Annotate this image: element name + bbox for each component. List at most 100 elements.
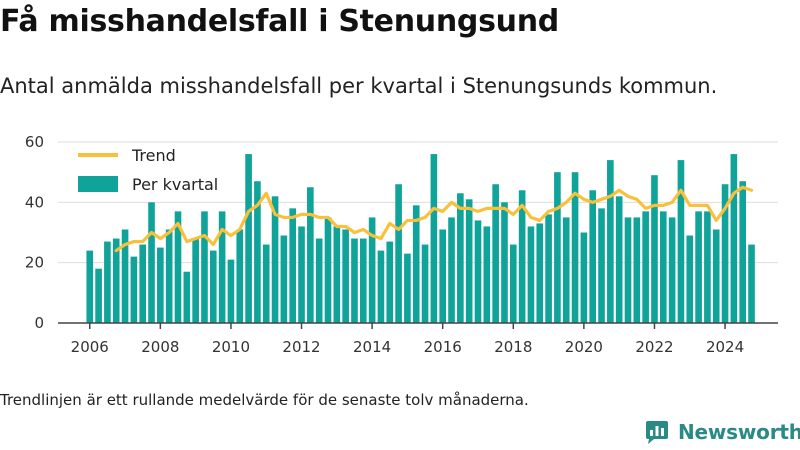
bar	[209, 250, 217, 323]
bar	[86, 250, 94, 323]
brand-logo[interactable]: Newsworthy	[644, 419, 800, 445]
bar	[315, 238, 323, 323]
bar	[659, 211, 667, 323]
bar	[501, 202, 508, 323]
bar	[721, 184, 729, 323]
bar	[642, 211, 649, 323]
x-tick-label: 2012	[282, 338, 320, 356]
bar	[562, 217, 570, 323]
x-tick-label: 2016	[424, 338, 462, 356]
bar	[324, 217, 332, 323]
brand-name: Newsworthy	[678, 420, 800, 444]
x-tick-label: 2024	[706, 338, 744, 356]
bar	[342, 229, 349, 323]
x-tick-label: 2022	[635, 338, 673, 356]
bar	[289, 208, 297, 323]
bar	[554, 172, 561, 323]
x-tick-label: 2014	[353, 338, 391, 356]
bar	[545, 214, 552, 323]
y-tick-label: 60	[25, 133, 44, 151]
bar	[589, 190, 597, 323]
bar	[192, 238, 199, 323]
bar	[307, 187, 314, 323]
bar	[483, 226, 491, 323]
x-tick-label: 2008	[141, 338, 179, 356]
bar	[130, 256, 138, 323]
bar	[104, 241, 111, 323]
page-title: Få misshandelsfall i Stenungsund	[0, 4, 559, 39]
trend-line	[114, 185, 754, 253]
bar-chart-logo-icon	[646, 421, 668, 444]
bar	[615, 196, 623, 323]
bar	[218, 211, 226, 323]
bar	[112, 238, 120, 323]
bar	[280, 235, 288, 323]
trend-series	[114, 185, 754, 253]
bar	[748, 244, 755, 323]
bar	[148, 202, 155, 323]
bar	[377, 250, 385, 323]
page-subtitle: Antal anmälda misshandelsfall per kvarta…	[0, 74, 718, 98]
bar	[395, 184, 402, 323]
bar	[457, 193, 464, 323]
bar	[421, 244, 429, 323]
bar	[465, 199, 473, 323]
y-tick-label: 0	[34, 314, 44, 332]
bar	[271, 196, 279, 323]
bar	[651, 175, 658, 323]
bar	[121, 229, 129, 323]
bar	[571, 172, 579, 323]
bar	[430, 154, 438, 323]
bar	[527, 226, 535, 323]
x-tick-label: 2010	[212, 338, 250, 356]
bar	[368, 217, 376, 323]
bar	[201, 211, 208, 323]
bar	[633, 217, 641, 323]
footnote: Trendlinjen är ett rullande medelvärde f…	[0, 391, 529, 409]
bar	[439, 229, 447, 323]
bar	[668, 217, 676, 323]
bar	[139, 244, 147, 323]
legend: Trend Per kvartal	[78, 146, 218, 194]
bar	[262, 244, 270, 323]
bar	[183, 271, 191, 323]
bar	[174, 211, 182, 323]
bar	[404, 253, 411, 323]
bar	[448, 217, 455, 323]
bar	[227, 259, 235, 323]
bar	[386, 241, 394, 323]
bar-series	[86, 154, 755, 323]
x-tick-label: 2020	[565, 338, 603, 356]
bar	[412, 205, 420, 323]
bar	[474, 220, 482, 323]
bar	[677, 160, 685, 323]
bar	[686, 235, 694, 323]
bar	[598, 208, 605, 323]
bar	[245, 154, 252, 323]
bar	[624, 217, 632, 323]
bar	[359, 238, 367, 323]
bar	[536, 223, 544, 323]
bar	[333, 226, 341, 323]
bar	[298, 226, 305, 323]
bar	[351, 238, 358, 323]
y-tick-label: 20	[25, 254, 44, 272]
legend-trend-label: Trend	[131, 146, 176, 165]
bar	[730, 154, 738, 323]
bar	[580, 232, 588, 323]
bar	[695, 211, 702, 323]
bar	[712, 229, 720, 323]
x-tick-label: 2006	[71, 338, 109, 356]
bar	[518, 190, 526, 323]
bar	[157, 247, 164, 323]
y-tick-label: 40	[25, 193, 44, 211]
legend-bar-swatch	[78, 176, 118, 192]
bar	[236, 229, 244, 323]
axes: 0 20 40 60 2006 2008 2010 2012 2014 2016 2018 2020 2…	[25, 133, 778, 356]
bar	[607, 160, 614, 323]
bar	[165, 229, 173, 323]
bar	[254, 181, 261, 323]
legend-bar-label: Per kvartal	[132, 175, 218, 194]
bar	[492, 184, 499, 323]
bar	[509, 244, 517, 323]
